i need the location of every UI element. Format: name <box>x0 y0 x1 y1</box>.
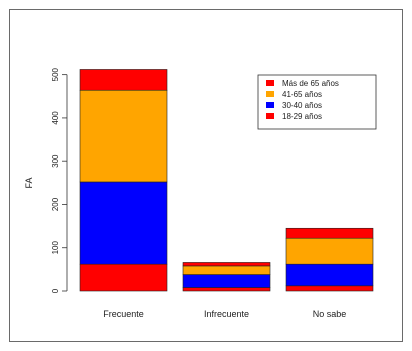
y-tick-label: 300 <box>51 154 60 168</box>
legend-swatch <box>266 102 274 108</box>
y-tick-label: 200 <box>51 197 60 211</box>
legend-label: 18-29 años <box>282 112 322 121</box>
legend-label: 41-65 años <box>282 90 322 99</box>
bar-segment <box>285 237 374 265</box>
bar-segment <box>79 181 168 265</box>
y-axis: 0 100 200 300 400 500 <box>51 67 68 293</box>
bar-segment <box>285 227 374 239</box>
legend-swatch <box>266 91 274 97</box>
y-axis-label: FA <box>24 177 34 188</box>
category-label: Frecuente <box>103 309 144 319</box>
bar-segment <box>79 263 168 292</box>
bar-segment <box>182 287 271 292</box>
bar-segment <box>182 262 271 267</box>
legend-swatch <box>266 113 274 119</box>
bars-group <box>79 69 374 292</box>
legend-swatch <box>266 80 274 86</box>
legend-box <box>257 74 377 130</box>
bar-segment <box>79 89 168 183</box>
legend-label: 30-40 años <box>282 101 322 110</box>
y-tick-label: 400 <box>51 111 60 125</box>
bar-segment <box>182 274 271 288</box>
legend-label: Más de 65 años <box>282 79 339 88</box>
category-labels: Frecuente Infrecuente No sabe <box>103 309 346 319</box>
y-tick-label: 100 <box>51 241 60 255</box>
category-label: No sabe <box>313 309 347 319</box>
y-tick-label: 0 <box>51 288 60 293</box>
bar-segment <box>285 285 374 292</box>
bar-segment <box>79 69 168 91</box>
y-tick-label: 500 <box>51 67 60 81</box>
bar-segment <box>182 265 271 275</box>
category-label: Infrecuente <box>204 309 249 319</box>
bar-segment <box>285 263 374 287</box>
legend: Más de 65 años 41-65 años 30-40 años 18-29 … <box>257 74 377 130</box>
